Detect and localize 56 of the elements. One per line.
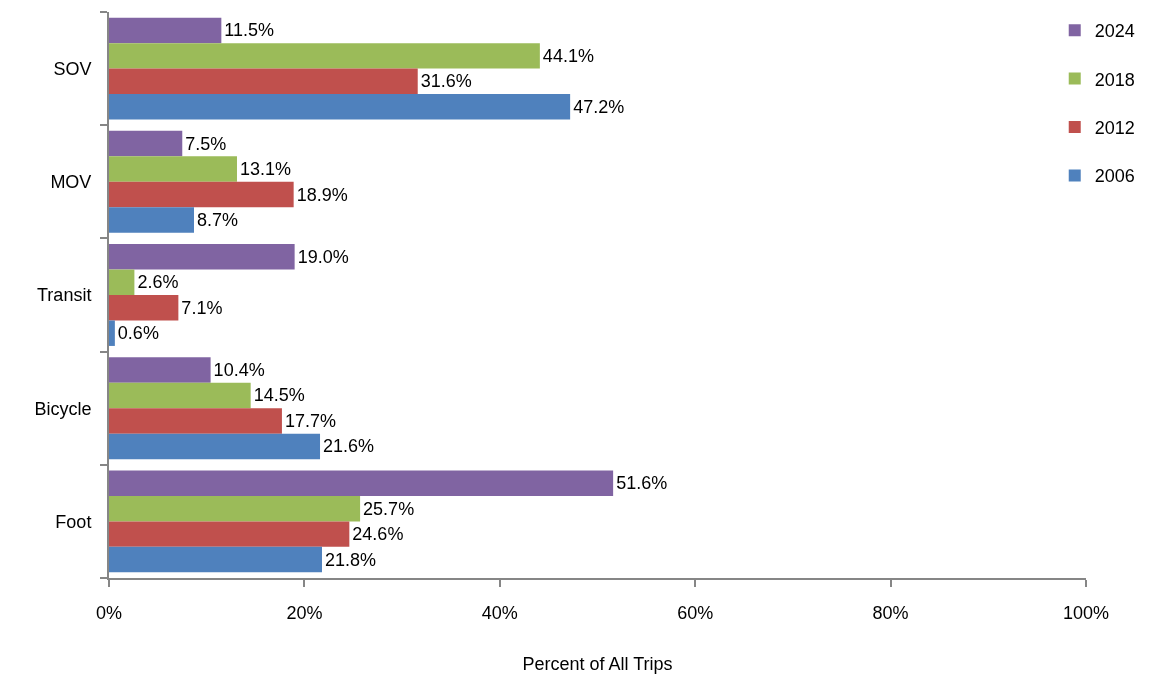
data-label: 18.9% [296,184,348,205]
data-label: 8.7% [197,210,239,231]
y-tick-label: MOV [50,172,92,193]
bar [109,269,135,295]
data-label: 47.2% [573,96,625,117]
data-label: 44.1% [542,45,594,66]
bar [109,470,614,496]
data-label: 0.6% [117,323,159,344]
x-axis-title: Percent of All Trips [522,654,673,675]
data-label: 31.6% [420,71,472,92]
data-label: 2.6% [137,272,179,293]
x-tick-label: 20% [286,602,323,623]
data-label: 14.5% [253,385,305,406]
bar [109,244,295,270]
data-label: 10.4% [213,359,265,380]
bar [109,17,222,44]
y-tick-label: Foot [55,511,92,532]
bar [109,521,350,547]
bar [109,94,571,120]
bar [109,68,418,95]
x-tick-label: 100% [1062,602,1110,623]
data-label: 21.8% [324,549,377,570]
data-label: 11.5% [224,20,275,41]
data-label: 19.0% [297,246,349,267]
legend-label: 2006 [1094,166,1135,187]
bar [109,156,237,182]
bar [109,43,540,69]
data-label: 13.1% [239,159,292,180]
x-tick-label: 40% [481,602,518,623]
x-tick-label: 80% [872,602,909,623]
bar [109,207,194,233]
bar [109,181,294,208]
bar [109,546,322,573]
y-tick-label: Bicycle [34,398,92,419]
data-label: 7.1% [181,297,223,318]
y-tick-label: Transit [37,285,92,306]
y-tick-label: SOV [53,58,92,79]
bar [109,408,282,434]
legend-label: 2012 [1094,118,1135,139]
data-label: 7.5% [185,133,227,154]
bar [109,130,183,157]
data-label: 24.6% [352,524,404,545]
x-tick-label: 60% [677,602,714,623]
bar [109,320,115,346]
data-label: 21.6% [323,436,375,457]
bar [109,495,361,522]
bar [109,382,251,409]
bar [109,357,211,383]
data-label: 25.7% [363,498,415,519]
legend-label: 2018 [1094,69,1135,90]
x-tick-label: 0% [95,602,123,623]
data-label: 51.6% [616,473,668,494]
bar [109,433,321,460]
legend-label: 2024 [1094,21,1135,42]
bar [109,295,179,321]
data-label: 17.7% [284,410,336,431]
